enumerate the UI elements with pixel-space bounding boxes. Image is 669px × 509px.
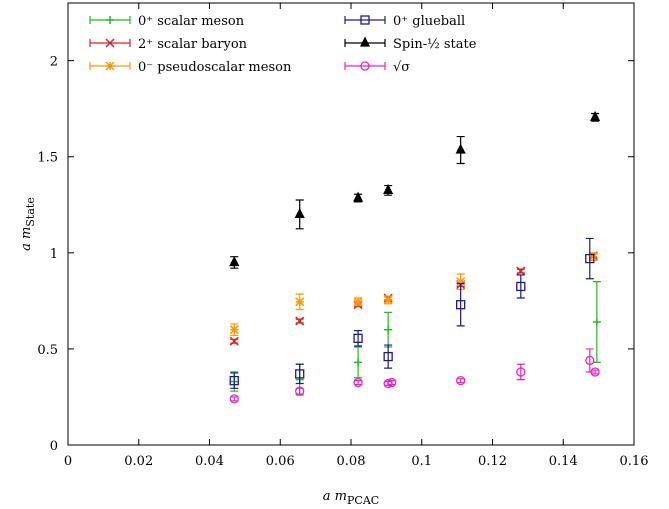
data-point xyxy=(229,255,240,267)
x-tick-label: 0.04 xyxy=(195,454,224,469)
x-axis-label-sub: PCAC xyxy=(347,494,379,507)
legend-marker xyxy=(359,36,371,47)
error-bar xyxy=(230,372,239,389)
error-bar xyxy=(516,274,525,299)
data-point xyxy=(383,295,393,305)
legend-label: √σ xyxy=(393,60,410,75)
data-point xyxy=(295,316,305,326)
data-point xyxy=(592,318,601,327)
legend-item: Spin-½ state xyxy=(344,36,477,52)
x-axis-label: a mPCAC xyxy=(323,489,379,507)
legend-label: 0⁻ pseudoscalar meson xyxy=(138,60,292,75)
data-point xyxy=(585,253,595,264)
legend-marker xyxy=(105,61,115,71)
data-point xyxy=(353,333,363,343)
data-point xyxy=(294,207,305,219)
x-tick-label: 0.1 xyxy=(411,454,432,469)
x-axis-label-main: a m xyxy=(323,489,347,504)
legend-line xyxy=(344,16,386,24)
error-bar xyxy=(295,363,304,385)
error-bar xyxy=(387,380,396,386)
data-point xyxy=(353,297,363,307)
data-point xyxy=(456,277,466,287)
series-square xyxy=(229,237,595,389)
data-point xyxy=(387,377,397,388)
data-point xyxy=(383,351,393,362)
data-point xyxy=(456,300,466,310)
x-tick-label: 0.02 xyxy=(124,454,153,469)
data-point xyxy=(383,183,394,195)
error-bar xyxy=(230,396,239,402)
error-bar xyxy=(456,378,465,384)
legend-label: Spin-½ state xyxy=(393,37,477,52)
tick-labels: 0 0.02 0.04 0.06 0.08 0.1 0.12 0.14 0.16 0 0.5 1 1.5… xyxy=(37,55,648,469)
data-point xyxy=(516,367,526,377)
series-cross xyxy=(229,251,598,346)
data-point xyxy=(229,394,239,404)
y-tick-label: 0.5 xyxy=(37,343,58,358)
error-bar xyxy=(516,363,525,381)
y-axis-label-sub: State xyxy=(24,197,37,226)
error-bar xyxy=(354,380,363,386)
data-point xyxy=(354,358,363,367)
error-bar xyxy=(585,348,594,373)
data-point xyxy=(353,377,363,388)
data-point xyxy=(590,367,600,377)
data-point xyxy=(229,325,239,335)
error-bar xyxy=(591,369,600,375)
y-tick-label: 1 xyxy=(50,247,58,262)
x-tick-label: 0.08 xyxy=(337,454,366,469)
ticks xyxy=(67,3,635,446)
legend-line xyxy=(344,62,386,70)
legend-item: √σ xyxy=(344,60,410,75)
y-axis-label-main: a m xyxy=(19,227,34,251)
legend-label: 0⁺ glueball xyxy=(393,14,465,29)
series-triangle xyxy=(229,110,601,269)
x-tick-label: 0.12 xyxy=(478,454,507,469)
data-point xyxy=(353,191,364,202)
legend-marker xyxy=(360,61,370,71)
x-tick-label: 0 xyxy=(64,454,72,469)
error-bar xyxy=(585,237,594,280)
y-tick-label: 1.5 xyxy=(37,151,58,166)
error-bar xyxy=(456,282,465,327)
series-star xyxy=(229,252,598,337)
data-point xyxy=(590,110,601,121)
legend-marker xyxy=(360,15,370,25)
x-tick-label: 0.14 xyxy=(549,454,578,469)
data-point xyxy=(295,386,305,396)
legend: 0⁺ scalar meson 2⁺ scalar baryon 0⁻ pseudo… xyxy=(89,14,477,75)
data-point xyxy=(516,281,526,292)
series-layer xyxy=(229,110,601,404)
data-point xyxy=(516,266,526,276)
data-point xyxy=(229,336,239,346)
data-point xyxy=(295,369,305,379)
x-tick-label: 0.16 xyxy=(620,454,649,469)
data-point xyxy=(295,297,305,307)
data-point xyxy=(585,355,595,366)
legend-marker xyxy=(105,38,115,48)
series-plus xyxy=(230,281,601,396)
data-point xyxy=(455,143,466,154)
legend-item: 0⁺ scalar meson xyxy=(89,14,245,29)
legend-item: 0⁺ glueball xyxy=(344,14,465,29)
error-bar xyxy=(384,344,393,369)
x-tick-label: 0.06 xyxy=(266,454,295,469)
y-axis-label: a mState xyxy=(19,197,37,251)
data-point xyxy=(384,325,393,334)
y-tick-label: 0 xyxy=(50,439,58,454)
legend-marker xyxy=(106,16,114,24)
data-point xyxy=(229,375,239,386)
series-circle xyxy=(229,348,600,404)
data-point xyxy=(456,375,466,386)
legend-label: 0⁺ scalar meson xyxy=(138,14,245,29)
y-tick-label: 2 xyxy=(50,55,58,70)
legend-item: 2⁺ scalar baryon xyxy=(89,37,248,52)
legend-label: 2⁺ scalar baryon xyxy=(138,37,248,52)
legend-item: 0⁻ pseudoscalar meson xyxy=(89,60,292,75)
error-bar xyxy=(354,330,363,347)
